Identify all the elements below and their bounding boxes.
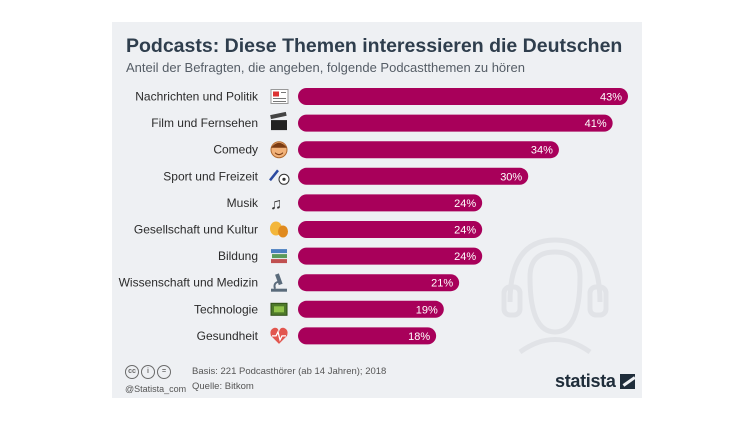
statista-logo-icon [619, 374, 635, 389]
category-label: Musik [227, 196, 259, 210]
sports-icon-racket [269, 169, 279, 182]
value-label: 18% [408, 331, 430, 343]
value-label: 34% [531, 145, 553, 157]
category-label: Comedy [213, 143, 258, 157]
sports-icon-ball-patch [282, 177, 286, 181]
bar [298, 327, 437, 345]
clapperboard-icon-body [271, 120, 287, 131]
bar [298, 141, 559, 159]
bar [298, 194, 483, 212]
creative-commons-icon: cc [125, 365, 139, 379]
category-label: Gesellschaft und Kultur [134, 223, 258, 237]
category-label: Technologie [194, 302, 258, 316]
smiley-face-icon-mouth [274, 152, 284, 156]
bar [298, 221, 483, 238]
heart-pulse-icon [270, 327, 288, 344]
chart-title: Podcasts: Diese Themen interessieren die… [126, 35, 623, 57]
books-icon-book [271, 249, 287, 254]
microscope-icon-base [271, 288, 287, 292]
smiley-face-icon-hair [271, 142, 287, 148]
attribution-icon: i [141, 365, 155, 379]
books-icon [271, 249, 287, 264]
category-label: Nachrichten und Politik [135, 90, 259, 104]
bar [298, 167, 529, 185]
bar [298, 274, 460, 292]
value-label: 21% [431, 278, 453, 290]
music-notes-icon: ♫ [270, 196, 282, 213]
chart-subtitle: Anteil der Befragten, die angeben, folge… [126, 60, 525, 75]
clapperboard-icon-clapper [270, 111, 287, 120]
bar [298, 247, 483, 265]
headphones-watermark-icon [501, 237, 609, 355]
theater-masks-icon-sad [278, 225, 288, 238]
computer-chip-icon [270, 302, 288, 316]
heart-pulse-icon-pulse [272, 330, 286, 342]
theater-masks-icon [270, 221, 288, 238]
sports-icon [269, 169, 290, 185]
microscope-icon [271, 273, 287, 292]
microscope-icon-tube [275, 273, 283, 286]
source-note: Quelle: Bitkom [192, 381, 254, 392]
books-icon-book [271, 259, 287, 264]
newspaper-icon-photo [273, 91, 279, 97]
statista-logo-text: statista [555, 371, 616, 391]
bar [298, 114, 613, 132]
no-derivatives-icon: = [157, 365, 171, 379]
smiley-face-icon [270, 141, 288, 159]
category-label: Bildung [218, 249, 258, 263]
statista-logo[interactable]: statista [555, 371, 635, 392]
statista-handle: @Statista_com [125, 384, 187, 394]
clapperboard-icon [270, 111, 287, 131]
category-label: Film und Fernsehen [151, 116, 258, 130]
basis-note: Basis: 221 Podcasthörer (ab 14 Jahren); … [192, 366, 387, 377]
newspaper-icon [270, 89, 289, 104]
music-notes-icon-glyph: ♫ [270, 196, 282, 213]
books-icon-book [272, 254, 287, 259]
value-label: 43% [600, 92, 622, 104]
value-label: 24% [454, 251, 476, 263]
microscope-icon-arm [273, 280, 280, 290]
bar [298, 300, 444, 318]
bar [298, 88, 628, 105]
value-label: 24% [454, 225, 476, 237]
value-label: 41% [585, 118, 607, 130]
license-icons: cc i = [125, 365, 171, 379]
value-label: 19% [416, 304, 438, 316]
value-label: 30% [500, 171, 522, 183]
value-label: 24% [454, 198, 476, 210]
computer-chip-icon-core [274, 306, 284, 313]
category-label: Sport und Freizeit [163, 169, 258, 183]
category-label: Wissenschaft und Medizin [119, 276, 258, 290]
category-label: Gesundheit [197, 329, 259, 343]
